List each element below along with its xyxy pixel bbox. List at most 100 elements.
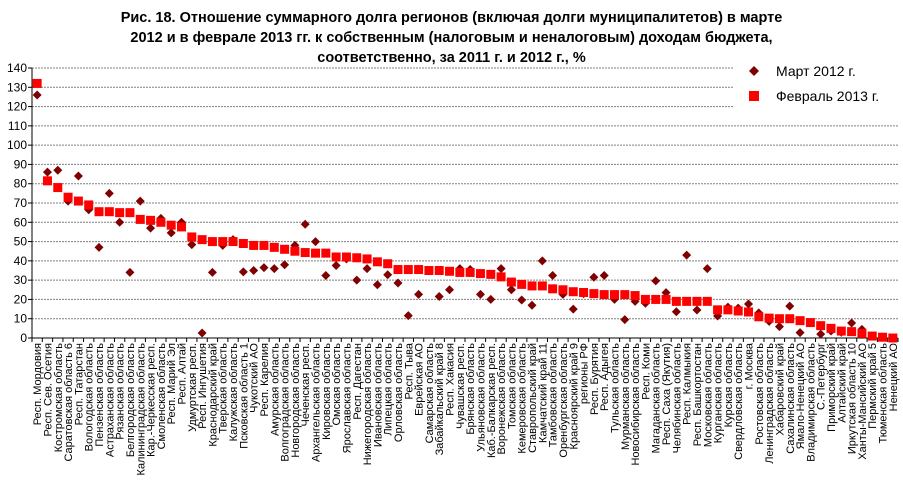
x-category-label: Магаданская область: [651, 343, 663, 454]
point-february-2013: [692, 296, 702, 306]
point-february-2013: [609, 290, 619, 300]
x-category-label: Забайкальский край 8: [434, 343, 446, 455]
x-category-label: Челябинская область: [671, 343, 683, 454]
point-february-2013: [579, 287, 589, 297]
point-march-2012: [620, 315, 630, 325]
point-march-2012: [331, 260, 341, 270]
point-february-2013: [764, 313, 774, 323]
point-february-2013: [465, 267, 475, 277]
point-march-2012: [352, 275, 362, 285]
point-february-2013: [878, 332, 888, 342]
point-february-2013: [682, 296, 692, 306]
point-march-2012: [434, 292, 444, 302]
point-february-2013: [723, 305, 733, 315]
point-march-2012: [249, 266, 259, 275]
x-category-label: Респ. Карелия: [259, 343, 271, 416]
point-february-2013: [104, 207, 114, 217]
chart-title: Рис. 18. Отношение суммарного долга реги…: [0, 8, 903, 68]
x-category-label: Тамбовская область: [548, 343, 560, 448]
legend-label-march-2012: Март 2012 г.: [776, 63, 856, 79]
x-category-label: Калининградская область: [135, 343, 147, 476]
point-february-2013: [311, 248, 321, 258]
point-march-2012: [651, 276, 661, 286]
point-february-2013: [867, 331, 877, 341]
point-february-2013: [826, 323, 836, 333]
point-march-2012: [300, 219, 310, 229]
x-category-label: Владимирская область: [805, 343, 817, 462]
x-category-label: Тульская область: [609, 343, 621, 433]
point-february-2013: [176, 222, 186, 232]
x-category-label: Курская область: [723, 343, 735, 428]
x-category-label: Мурманская область: [620, 343, 632, 450]
x-category-label: Саратовская область 6: [63, 343, 75, 462]
point-february-2013: [517, 279, 527, 289]
point-february-2013: [445, 266, 455, 276]
point-february-2013: [486, 269, 496, 279]
point-february-2013: [73, 196, 83, 206]
x-category-label: Респ. Адыгея: [599, 343, 611, 411]
x-category-label: Томская область: [506, 343, 518, 429]
x-category-label: Алтайский край: [836, 343, 848, 423]
x-category-label: Амурская область: [269, 343, 281, 436]
point-february-2013: [548, 284, 558, 294]
point-march-2012: [537, 256, 547, 266]
x-category-label: Красноярский край 9: [568, 343, 580, 449]
point-february-2013: [774, 314, 784, 324]
x-category-label: Кировская область: [321, 343, 333, 440]
x-category-label: Сахалинская область: [785, 343, 797, 454]
point-march-2012: [599, 271, 609, 281]
x-category-label: Астраханская область: [104, 343, 116, 457]
point-february-2013: [228, 237, 238, 247]
point-february-2013: [568, 287, 578, 297]
point-march-2012: [269, 264, 279, 274]
point-march-2012: [32, 90, 42, 100]
point-february-2013: [269, 242, 279, 252]
x-category-label: Респ. Бурятия: [589, 343, 601, 415]
x-category-label: Ямало-Ненецкий АО: [795, 343, 807, 450]
x-category-label: Чувашская респ.: [455, 343, 467, 429]
point-february-2013: [259, 240, 269, 250]
point-march-2012: [372, 280, 382, 290]
point-february-2013: [300, 248, 310, 258]
x-category-label: Новгородская область: [290, 343, 302, 458]
point-february-2013: [455, 267, 465, 277]
x-category-label: Ивановская область: [372, 343, 384, 447]
point-february-2013: [197, 235, 207, 245]
x-category-label: Вологодская область: [84, 343, 96, 452]
point-february-2013: [888, 333, 898, 343]
chart-title-line: 2012 и в феврале 2013 гг. к собственным …: [130, 30, 773, 46]
point-march-2012: [682, 250, 692, 260]
x-category-label: Омская область: [331, 343, 343, 426]
point-february-2013: [599, 290, 609, 300]
point-march-2012: [197, 328, 207, 338]
point-march-2012: [280, 260, 290, 270]
y-axis: 0 10 20 30 40 50 60 70 80 90 100 110 120 130 140: [7, 61, 33, 345]
point-february-2013: [32, 78, 42, 88]
x-category-label: Псковская область 1: [238, 343, 250, 449]
y-tick-label: 10: [14, 312, 28, 326]
x-category-label: Ставропольский край: [527, 343, 539, 453]
x-category-label: Пензенская область: [94, 343, 106, 447]
point-february-2013: [640, 294, 650, 304]
point-february-2013: [146, 215, 156, 225]
point-march-2012: [94, 242, 104, 252]
point-march-2012: [785, 301, 795, 311]
legend: Март 2012 г. Февраль 2013 г.: [733, 56, 903, 114]
x-category-label: Новосибирская область: [630, 343, 642, 466]
x-category-label: Тюменская область: [878, 343, 890, 444]
point-march-2012: [207, 267, 217, 277]
x-category-label: Ханты-Мансийский АО: [857, 343, 869, 460]
y-tick-label: 30: [14, 273, 28, 287]
point-february-2013: [238, 239, 248, 248]
point-march-2012: [774, 322, 784, 332]
x-category-label: Ленинградская область: [764, 343, 776, 464]
point-february-2013: [475, 269, 485, 279]
point-february-2013: [661, 294, 671, 304]
x-category-label: Самарская область: [424, 343, 436, 444]
x-category-label: Свердловская область: [733, 343, 745, 460]
y-tick-label: 110: [8, 119, 27, 133]
y-tick-label: 60: [14, 215, 28, 229]
point-march-2012: [847, 318, 857, 328]
y-tick-label: 70: [14, 196, 28, 210]
